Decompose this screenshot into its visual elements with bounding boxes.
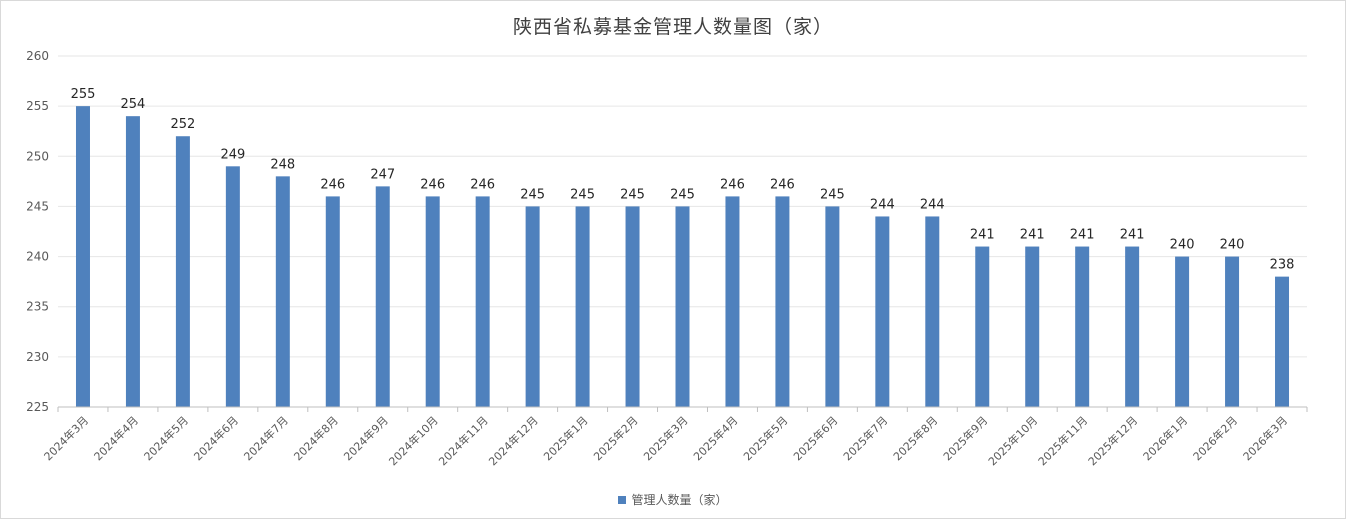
x-tick-label: 2026年3月 (1240, 413, 1290, 463)
x-tick-label: 2024年12月 (486, 413, 541, 468)
data-label: 247 (370, 167, 395, 182)
x-tick-label: 2024年7月 (241, 413, 291, 463)
x-tick-label: 2025年8月 (890, 413, 940, 463)
data-label: 246 (770, 177, 795, 192)
data-label: 245 (620, 187, 645, 202)
legend: 管理人数量（家） (1, 491, 1345, 508)
data-label: 245 (820, 187, 845, 202)
x-tick-label: 2024年10月 (386, 413, 441, 468)
y-tick-label: 260 (26, 49, 49, 63)
x-tick-label: 2025年2月 (590, 413, 640, 463)
data-label: 245 (570, 187, 595, 202)
data-label: 246 (320, 177, 345, 192)
data-label: 246 (420, 177, 445, 192)
x-tick-label: 2024年6月 (191, 413, 241, 463)
data-label: 245 (520, 187, 545, 202)
x-tick-label: 2024年9月 (341, 413, 391, 463)
legend-label: 管理人数量（家） (631, 493, 728, 507)
bar (725, 196, 740, 407)
x-tick-label: 2025年4月 (690, 413, 740, 463)
bar (625, 206, 640, 407)
y-tick-label: 225 (26, 400, 49, 414)
data-label: 245 (670, 187, 695, 202)
bar (325, 196, 340, 407)
data-label: 246 (720, 177, 745, 192)
bar (1175, 256, 1190, 407)
bar (275, 176, 290, 407)
y-tick-label: 255 (26, 99, 49, 113)
data-label: 249 (220, 147, 245, 162)
y-tick-label: 240 (26, 250, 49, 264)
x-tick-label: 2026年1月 (1140, 413, 1190, 463)
data-label: 244 (920, 197, 945, 212)
x-tick-label: 2025年6月 (790, 413, 840, 463)
y-tick-label: 230 (26, 350, 49, 364)
data-label: 241 (1070, 228, 1095, 243)
bar (1275, 276, 1290, 407)
data-label: 241 (1120, 228, 1145, 243)
x-tick-label: 2024年3月 (41, 413, 91, 463)
x-tick-label: 2025年5月 (740, 413, 790, 463)
bar (1125, 246, 1140, 407)
x-tick-label: 2025年11月 (1035, 413, 1090, 468)
bar (525, 206, 540, 407)
x-tick-label: 2025年10月 (985, 413, 1040, 468)
x-tick-label: 2024年8月 (291, 413, 341, 463)
data-label: 240 (1170, 238, 1195, 253)
data-label: 244 (870, 197, 895, 212)
x-tick-label: 2026年2月 (1190, 413, 1240, 463)
data-label: 252 (170, 117, 195, 132)
x-tick-label: 2025年9月 (940, 413, 990, 463)
chart-title: 陕西省私募基金管理人数量图（家） (512, 16, 833, 38)
bar (125, 116, 140, 408)
data-label: 246 (470, 177, 495, 192)
data-label: 240 (1220, 238, 1245, 253)
bar (1225, 256, 1240, 407)
data-label: 248 (270, 157, 295, 172)
bar (825, 206, 840, 407)
y-tick-label: 250 (26, 149, 49, 163)
legend-swatch (618, 495, 627, 504)
data-label: 241 (1020, 228, 1045, 243)
bar (75, 106, 90, 408)
data-label: 238 (1270, 258, 1295, 273)
bar (175, 136, 190, 407)
bar (1025, 246, 1040, 407)
bar (375, 186, 390, 407)
data-label: 241 (970, 228, 995, 243)
x-tick-label: 2024年4月 (91, 413, 141, 463)
x-tick-label: 2025年12月 (1085, 413, 1140, 468)
x-tick-label: 2025年1月 (540, 413, 590, 463)
x-tick-label: 2025年7月 (840, 413, 890, 463)
x-tick-label: 2025年3月 (640, 413, 690, 463)
bar (225, 166, 240, 407)
bar (425, 196, 440, 407)
x-tick-label: 2024年11月 (436, 413, 491, 468)
y-tick-label: 245 (26, 199, 49, 213)
bar (1075, 246, 1090, 407)
bar (775, 196, 790, 407)
bar (475, 196, 490, 407)
data-label: 255 (71, 87, 96, 102)
bar (925, 216, 940, 407)
x-tick-label: 2024年5月 (141, 413, 191, 463)
bar (975, 246, 990, 407)
bar (575, 206, 590, 407)
data-label: 254 (121, 97, 146, 112)
y-tick-label: 235 (26, 300, 49, 314)
bar (675, 206, 690, 407)
bar (875, 216, 890, 407)
